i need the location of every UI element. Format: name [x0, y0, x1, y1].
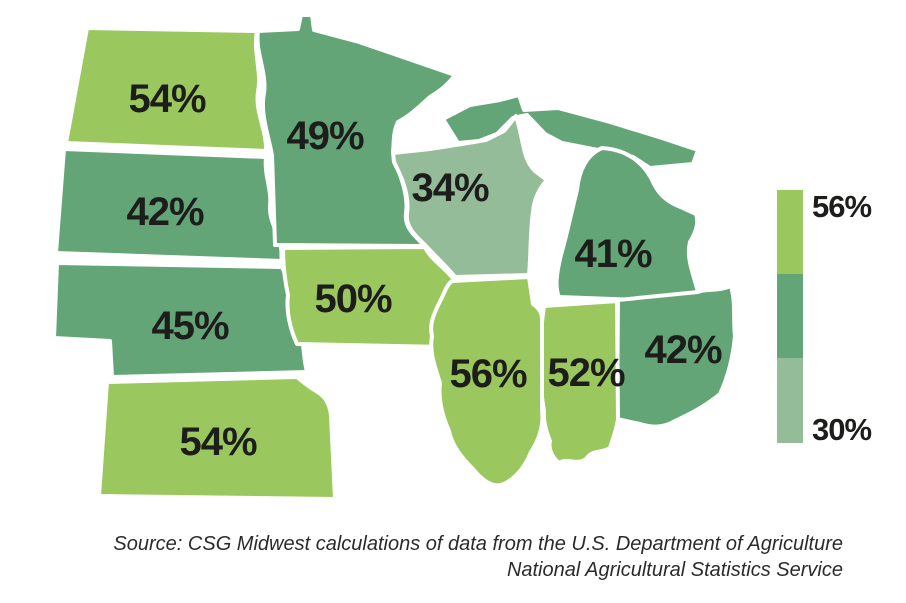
source-line-2: National Agricultural Statistics Service — [507, 559, 843, 581]
state-shape-michigan-upper-peninsula — [441, 93, 700, 170]
source-credit: Source: CSG Midwest calculations of data… — [113, 533, 843, 581]
state-shape-ohio — [615, 284, 737, 429]
legend-swatch-high — [777, 190, 803, 274]
state-label-kansas: 54% — [179, 420, 256, 464]
state-label-indiana: 52% — [547, 351, 624, 395]
state-shape-michigan-lower-peninsula — [554, 146, 700, 302]
state-label-iowa: 50% — [314, 277, 391, 321]
legend: 56% 30% — [777, 189, 872, 447]
legend-swatch-mid — [777, 274, 803, 358]
state-label-minnesota: 49% — [286, 114, 363, 158]
state-label-illinois: 56% — [449, 352, 526, 396]
state-shape-illinois — [429, 275, 545, 488]
state-label-ohio: 42% — [644, 328, 721, 372]
state-label-south-dakota: 42% — [126, 190, 203, 234]
state-label-north-dakota: 54% — [128, 77, 205, 121]
legend-max-label: 56% — [812, 189, 871, 224]
state-shape-north-dakota — [64, 26, 269, 153]
legend-min-label: 30% — [812, 412, 871, 447]
state-shape-kansas — [97, 375, 337, 501]
state-label-wisconsin: 34% — [411, 166, 488, 210]
state-label-nebraska: 45% — [151, 304, 228, 348]
state-label-michigan: 41% — [574, 232, 651, 276]
source-line-1: Source: CSG Midwest calculations of data… — [113, 533, 843, 555]
state-shape-wisconsin — [391, 114, 549, 279]
legend-swatch-low — [777, 358, 803, 443]
